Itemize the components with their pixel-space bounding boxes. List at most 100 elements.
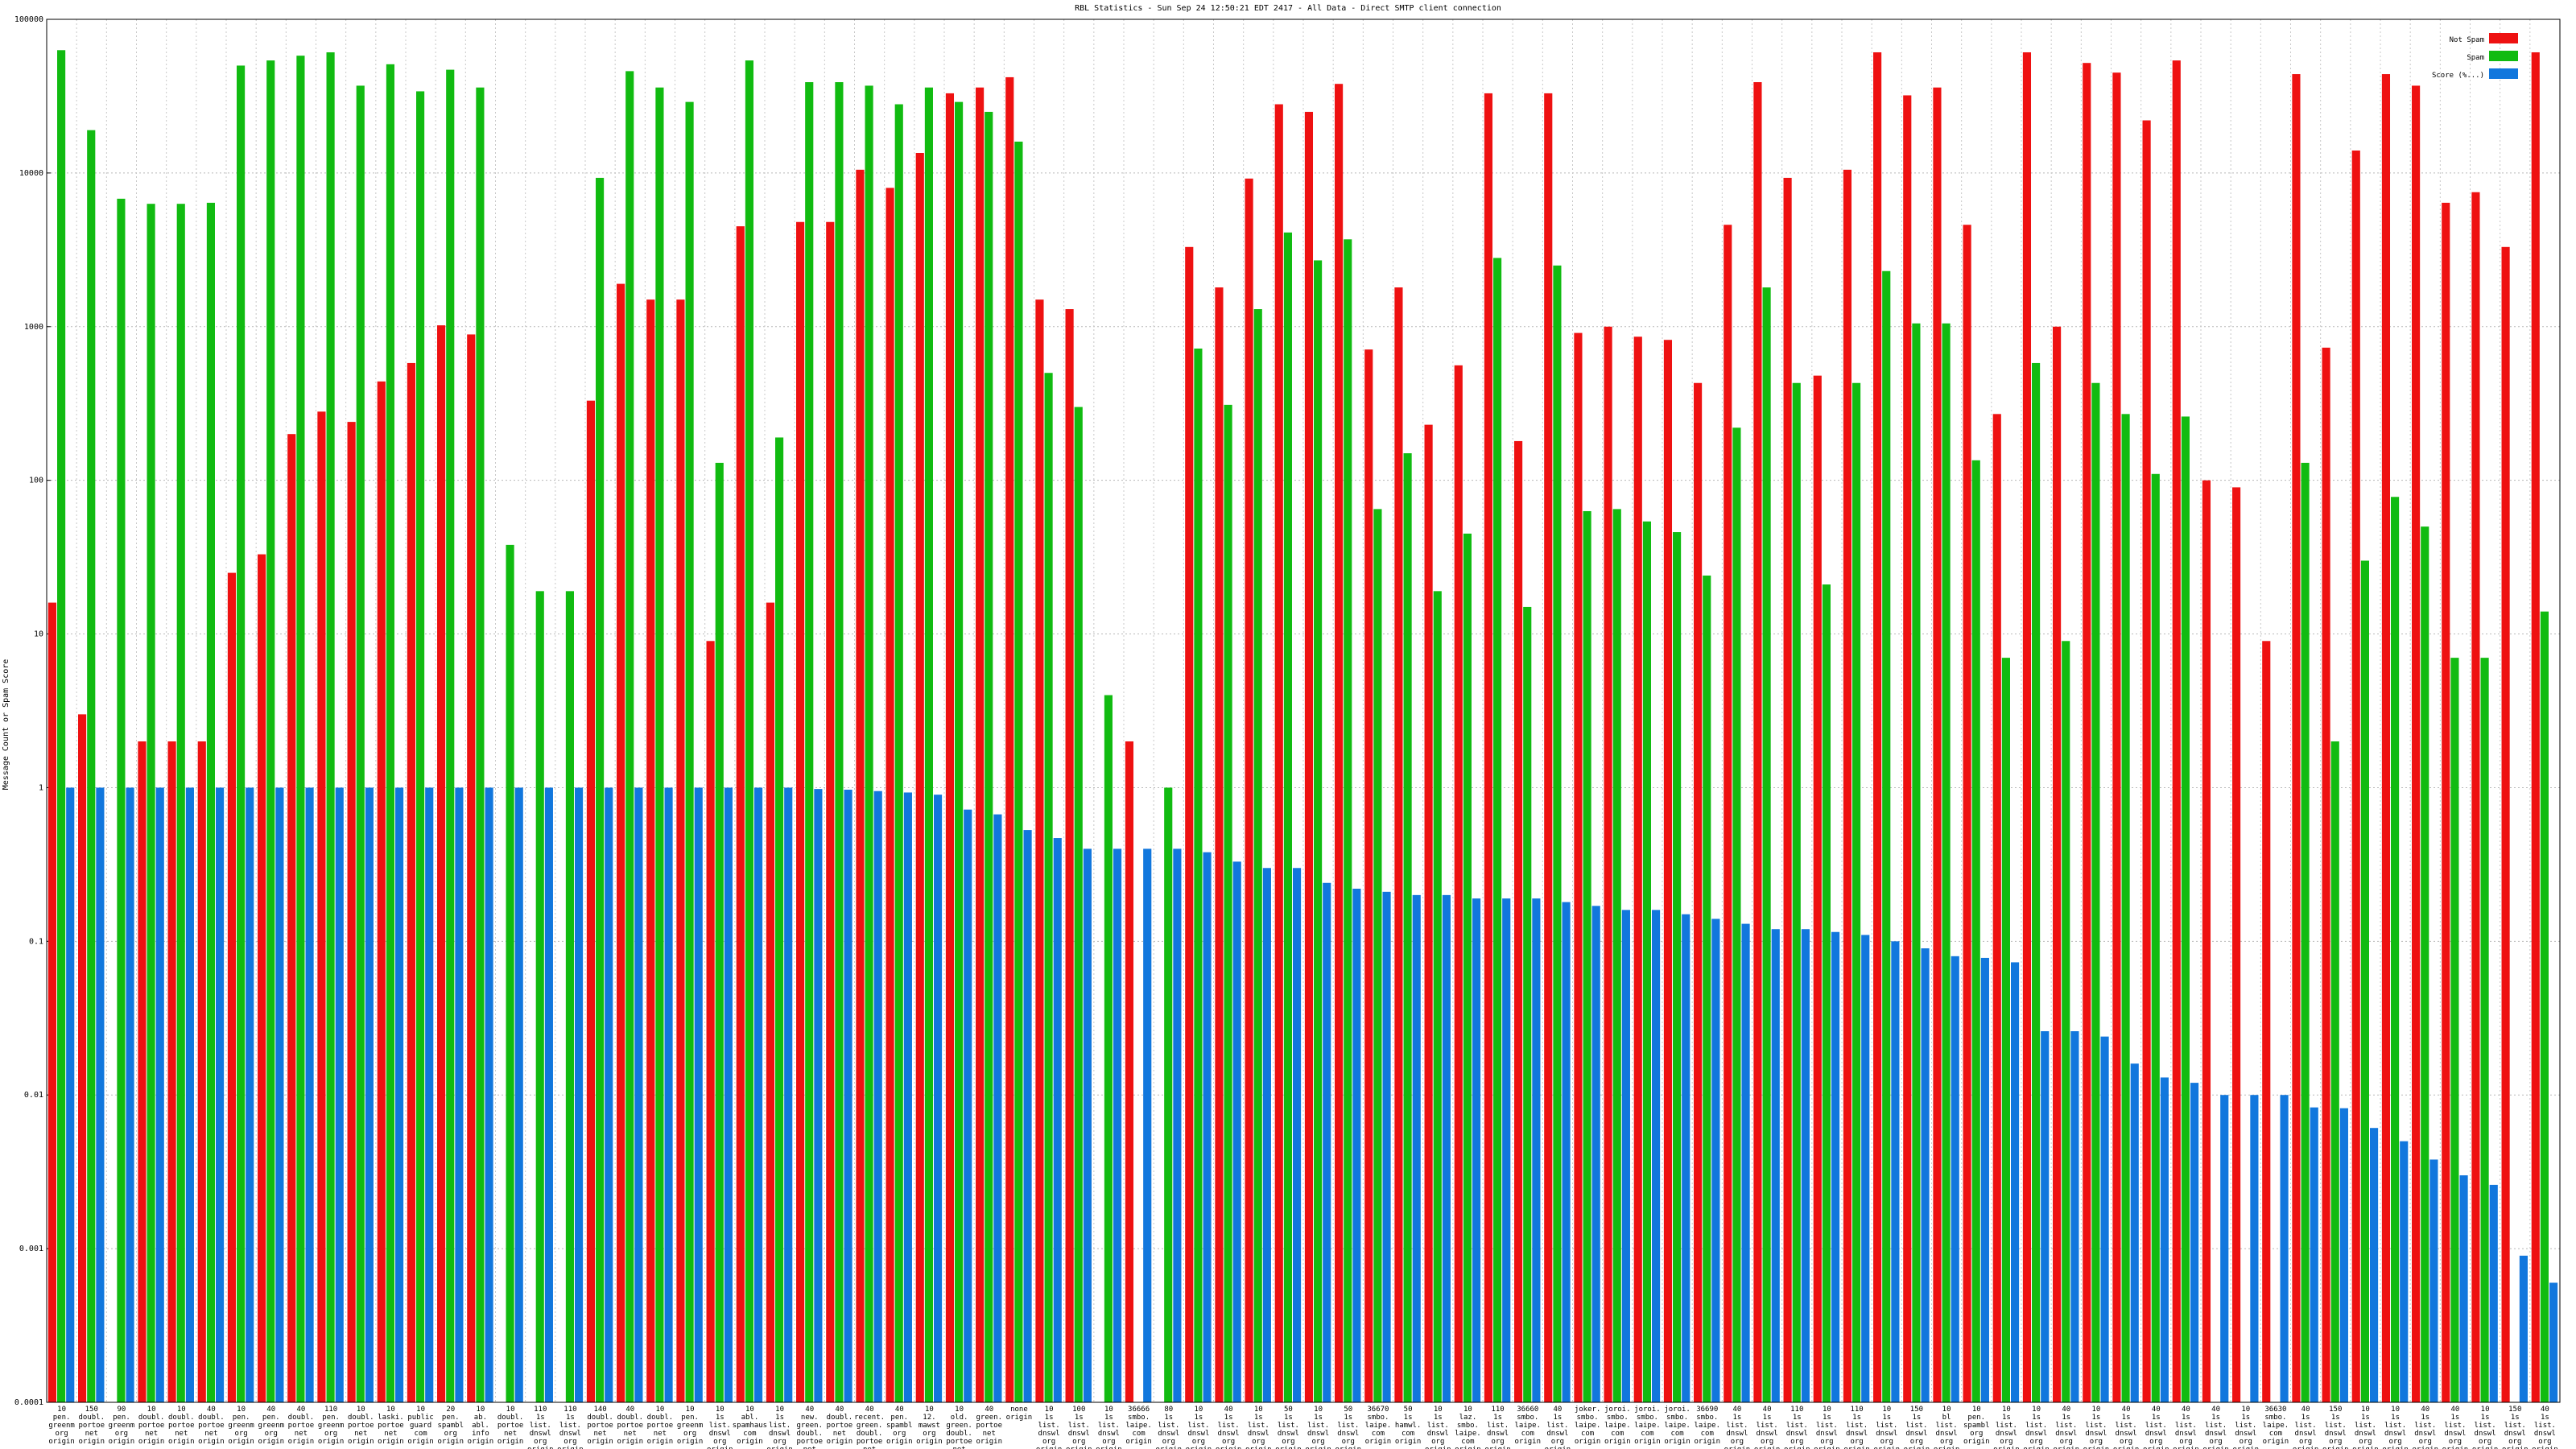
bar-score bbox=[275, 787, 284, 1402]
x-category-label: 10 doubl. portoe net origin bbox=[168, 1406, 195, 1446]
bar-score bbox=[664, 787, 673, 1402]
bar-score bbox=[215, 787, 225, 1402]
bar-score bbox=[2489, 1184, 2498, 1402]
x-category-label: 10 pen. greenm org origin bbox=[48, 1406, 75, 1446]
bar-not-spam bbox=[766, 602, 775, 1402]
bar-not-spam bbox=[646, 299, 655, 1402]
bar-score bbox=[2041, 1031, 2050, 1402]
bar-not-spam bbox=[1274, 104, 1283, 1402]
bar-spam bbox=[1283, 232, 1292, 1402]
bar-spam bbox=[2091, 382, 2100, 1402]
bar-not-spam bbox=[1574, 332, 1583, 1403]
bar-not-spam bbox=[258, 554, 266, 1402]
bar-score bbox=[993, 814, 1002, 1402]
bar-score bbox=[1053, 838, 1062, 1402]
bar-not-spam bbox=[1454, 365, 1463, 1403]
bar-not-spam bbox=[1604, 326, 1612, 1402]
bar-score bbox=[1831, 931, 1840, 1402]
x-category-label: 36630 smbo. laipe. com origin bbox=[2263, 1406, 2289, 1446]
chart-title: RBL Statistics - Sun Sep 24 12:50:21 EDT… bbox=[1075, 4, 1501, 13]
x-category-label: 150 doubl. portoe net origin bbox=[78, 1406, 105, 1446]
bar-score bbox=[724, 787, 733, 1402]
bar-score bbox=[1472, 898, 1481, 1402]
bar-spam bbox=[1224, 404, 1232, 1402]
bar-score bbox=[784, 787, 793, 1402]
bar-not-spam bbox=[736, 226, 745, 1403]
bar-not-spam bbox=[197, 741, 206, 1402]
bar-not-spam bbox=[2531, 52, 2540, 1403]
bar-score bbox=[126, 787, 134, 1402]
bar-spam bbox=[1642, 521, 1651, 1402]
x-category-label: 36666 smbo. laipe. com origin bbox=[1125, 1406, 1152, 1446]
bar-not-spam bbox=[1663, 340, 1673, 1403]
bar-not-spam bbox=[2022, 52, 2032, 1403]
bar-spam bbox=[416, 91, 425, 1403]
bar-spam bbox=[2330, 741, 2339, 1402]
bar-spam bbox=[237, 65, 246, 1403]
bar-not-spam bbox=[1484, 93, 1493, 1402]
x-category-label: joroi. smbo. laipe. com origin bbox=[1664, 1406, 1690, 1446]
bar-not-spam bbox=[467, 334, 476, 1403]
bar-score bbox=[1382, 891, 1391, 1402]
bar-score bbox=[455, 787, 464, 1402]
bar-not-spam bbox=[2053, 326, 2062, 1402]
y-tick-label: 0.1 bbox=[29, 937, 43, 946]
x-category-label: 36690 smbo. laipe. com origin bbox=[1694, 1406, 1720, 1446]
bar-not-spam bbox=[945, 93, 955, 1402]
x-category-label: 10 12. mawst org origin bbox=[916, 1406, 943, 1446]
bar-spam bbox=[1673, 532, 1682, 1402]
bar-spam bbox=[2391, 497, 2400, 1402]
bar-score bbox=[1861, 935, 1870, 1402]
bar-score bbox=[1292, 868, 1302, 1402]
bar-not-spam bbox=[2292, 74, 2301, 1402]
bar-score bbox=[1412, 894, 1421, 1402]
bar-not-spam bbox=[2232, 487, 2241, 1402]
y-tick-label: 10 bbox=[34, 630, 43, 639]
bar-not-spam bbox=[227, 572, 237, 1402]
bar-spam bbox=[685, 101, 694, 1403]
bar-not-spam bbox=[1065, 309, 1074, 1402]
bar-not-spam bbox=[1544, 93, 1553, 1402]
bar-spam bbox=[326, 52, 335, 1403]
plot-frame bbox=[46, 19, 2561, 1403]
bar-not-spam bbox=[1633, 336, 1642, 1402]
bar-score bbox=[1083, 848, 1092, 1402]
x-category-label: 140 doubl. portoe net origin bbox=[587, 1406, 613, 1446]
bar-not-spam bbox=[407, 362, 416, 1403]
bar-score bbox=[2310, 1107, 2318, 1402]
bar-score bbox=[1352, 888, 1361, 1402]
bar-spam bbox=[1732, 427, 1741, 1402]
bar-score bbox=[2160, 1077, 2169, 1402]
bar-spam bbox=[985, 111, 993, 1403]
bar-score bbox=[1711, 919, 1720, 1402]
bar-spam bbox=[386, 64, 394, 1403]
bar-spam bbox=[2360, 560, 2369, 1402]
bar-not-spam bbox=[2202, 480, 2211, 1403]
bar-score bbox=[1023, 830, 1032, 1402]
bar-not-spam bbox=[2262, 641, 2271, 1402]
bar-spam bbox=[1792, 382, 1801, 1402]
bar-not-spam bbox=[586, 400, 596, 1403]
bar-spam bbox=[2121, 414, 2130, 1402]
bar-spam bbox=[506, 544, 514, 1402]
bar-not-spam bbox=[2083, 63, 2091, 1403]
bar-spam bbox=[1164, 787, 1173, 1402]
x-category-label: 50 1s hamwl. com origin bbox=[1395, 1406, 1422, 1446]
x-category-label: 10 public guard com origin bbox=[407, 1406, 434, 1446]
bar-spam bbox=[1523, 606, 1532, 1402]
bar-not-spam bbox=[167, 741, 176, 1402]
x-category-label: joroi. smbo. laipe. com origin bbox=[1604, 1406, 1631, 1446]
bar-score bbox=[1651, 910, 1661, 1402]
bar-spam bbox=[745, 60, 753, 1403]
